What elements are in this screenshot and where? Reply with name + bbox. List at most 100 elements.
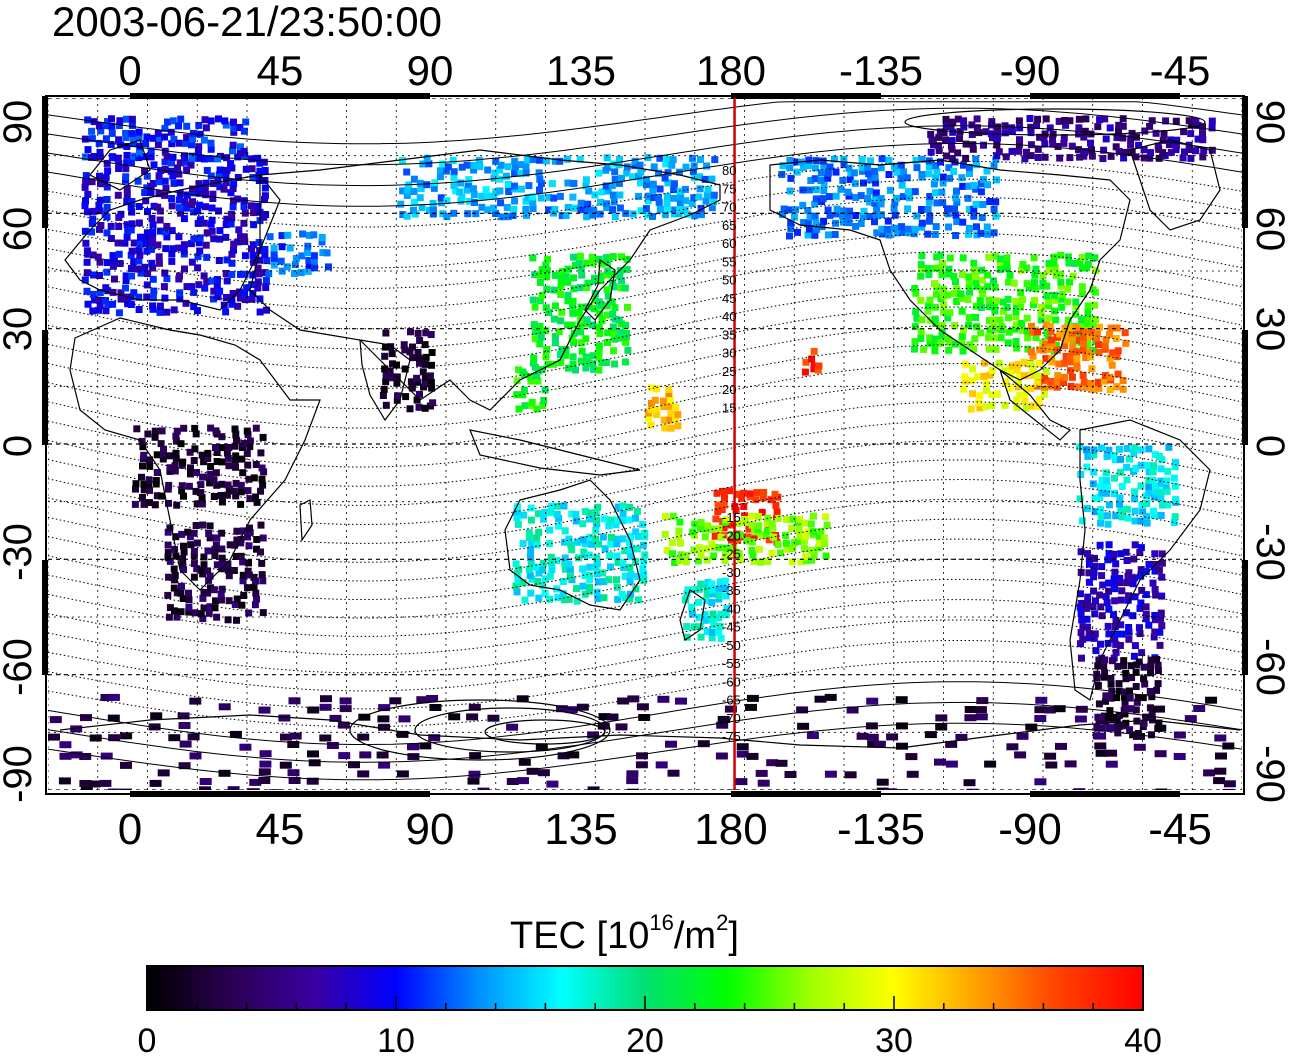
tec-cell xyxy=(469,185,477,193)
tec-cell xyxy=(1102,469,1110,477)
tec-cell xyxy=(905,753,918,761)
tec-cell xyxy=(161,177,169,185)
contour-line xyxy=(48,178,1242,248)
tec-cell xyxy=(641,529,649,537)
tec-cell xyxy=(807,177,815,184)
tec-cell xyxy=(104,167,112,175)
tec-cell xyxy=(1090,587,1098,595)
tec-cell xyxy=(564,364,572,372)
tec-cell xyxy=(378,761,391,769)
tec-cell xyxy=(536,156,544,164)
tec-cell xyxy=(1005,278,1012,286)
tec-cell xyxy=(934,142,942,150)
tec-cell xyxy=(786,232,793,240)
tec-cell xyxy=(146,499,153,507)
tec-cell xyxy=(393,379,401,387)
tec-cell xyxy=(898,223,905,231)
tec-cell xyxy=(690,162,698,170)
tec-cell xyxy=(1096,494,1104,502)
tec-cell xyxy=(639,520,647,528)
tec-cell xyxy=(961,373,969,381)
tec-cell xyxy=(860,212,867,220)
tec-cell xyxy=(1087,130,1095,138)
tec-cell xyxy=(785,206,793,214)
tec-cell xyxy=(470,161,478,169)
tec-cell xyxy=(406,348,414,356)
tec-cell xyxy=(533,405,541,413)
tec-cell xyxy=(208,227,216,235)
tec-cell xyxy=(956,135,963,143)
tec-cell xyxy=(586,584,594,592)
tec-cell xyxy=(546,540,553,547)
tec-cell xyxy=(1068,373,1076,381)
tec-cell xyxy=(926,193,934,200)
tec-cell xyxy=(1027,141,1035,149)
tec-cell xyxy=(259,609,267,617)
tec-cell xyxy=(548,502,555,510)
tec-cell xyxy=(243,427,251,435)
tec-cell xyxy=(772,502,780,509)
tec-cell xyxy=(718,506,726,513)
tec-cell xyxy=(1079,623,1087,631)
tec-cell xyxy=(161,124,169,132)
tec-cell xyxy=(1078,283,1086,291)
tec-cell xyxy=(421,404,429,412)
tec-cell xyxy=(1102,697,1109,705)
tec-cell xyxy=(108,115,115,123)
tec-cell xyxy=(531,335,539,343)
tec-cell xyxy=(1088,365,1096,373)
tec-cell xyxy=(307,706,320,714)
tec-cell xyxy=(717,578,724,586)
tec-cell xyxy=(610,283,618,291)
tec-cell xyxy=(736,531,744,539)
tec-cell xyxy=(953,298,961,305)
tec-cell xyxy=(191,609,199,617)
tec-cell xyxy=(227,220,235,228)
tec-cell xyxy=(123,159,131,167)
tec-cell xyxy=(1029,402,1037,410)
tec-cell xyxy=(708,616,716,624)
tec-cell xyxy=(1094,123,1102,131)
tec-cell xyxy=(256,308,264,316)
tec-cell xyxy=(751,532,759,540)
tec-cell xyxy=(1194,121,1202,129)
tec-cell xyxy=(505,188,513,195)
tec-cell xyxy=(581,540,589,548)
tec-cell xyxy=(450,168,458,176)
tec-cell xyxy=(690,546,698,554)
tec-cell xyxy=(1111,568,1119,576)
tec-cell xyxy=(176,272,183,280)
contour-label: -65 xyxy=(722,693,741,708)
tec-cell xyxy=(948,155,956,162)
tec-cell xyxy=(357,733,370,741)
tec-cell xyxy=(574,538,582,546)
tec-cell xyxy=(1097,483,1104,491)
top-lon-label: -45 xyxy=(1149,47,1211,94)
tec-cell xyxy=(917,334,925,342)
tec-cell xyxy=(1109,349,1117,357)
tec-cell xyxy=(283,263,291,271)
tec-cell xyxy=(329,714,342,722)
tec-cell xyxy=(109,288,117,296)
tec-cell xyxy=(1155,453,1163,460)
tec-cell xyxy=(583,320,591,328)
tec-cell xyxy=(593,570,601,578)
tec-cell xyxy=(88,228,96,236)
tec-cell xyxy=(409,354,417,362)
colorbar-minor-ticks xyxy=(146,996,1144,1010)
tec-cell xyxy=(181,139,189,147)
tec-cell xyxy=(666,416,674,424)
tec-cell xyxy=(992,155,1000,163)
tec-cell xyxy=(952,194,960,202)
contour-label: 65 xyxy=(722,218,736,233)
tec-cell xyxy=(1116,642,1124,649)
tec-cell xyxy=(965,182,973,190)
tec-cell xyxy=(759,494,767,502)
tec-cell xyxy=(1034,372,1042,380)
tec-cell xyxy=(748,538,756,546)
tec-cell xyxy=(170,584,178,592)
tec-cell xyxy=(244,567,252,575)
tec-cell xyxy=(1095,348,1103,356)
tec-cell xyxy=(702,597,710,605)
